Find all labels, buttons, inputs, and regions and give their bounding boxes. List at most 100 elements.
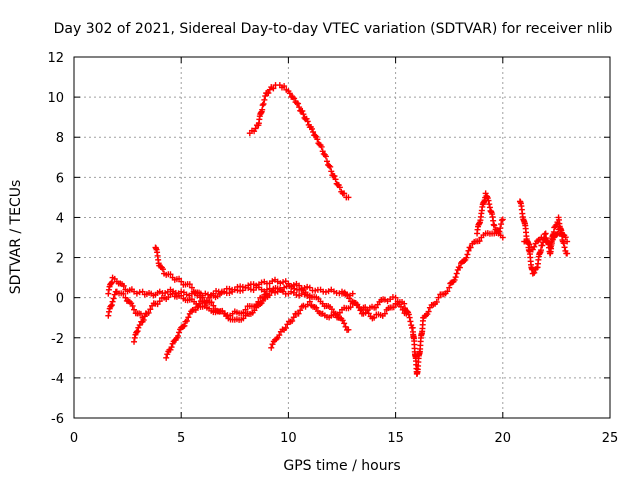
- data-point: [345, 194, 352, 201]
- data-point: [113, 288, 127, 297]
- data-point: [259, 90, 270, 109]
- data-point: [349, 298, 365, 317]
- data-point: [105, 302, 115, 319]
- data-point: [306, 298, 318, 311]
- data-point: [306, 123, 317, 135]
- data-point: [478, 230, 493, 241]
- data-point: [555, 226, 569, 241]
- y-tick-label: 4: [56, 211, 64, 226]
- series-arc-h: [339, 229, 506, 377]
- data-point: [381, 304, 397, 317]
- data-point: [538, 234, 552, 247]
- data-point: [426, 298, 440, 311]
- axis-ticks: 0 5 10 15 20 25 -6 -4 -2 0 2 4 6 8 10 12: [47, 51, 618, 446]
- data-point: [467, 238, 483, 251]
- series-arc-i: [474, 190, 506, 237]
- data-point: [319, 148, 329, 160]
- data-point: [268, 336, 280, 351]
- y-tick-label: 0: [56, 292, 64, 307]
- data-point: [328, 168, 338, 180]
- data-point: [173, 322, 188, 341]
- x-tick-label: 20: [495, 431, 512, 446]
- data-point: [478, 194, 489, 217]
- data-point: [311, 132, 321, 143]
- data-point: [298, 107, 308, 121]
- data-point: [534, 247, 544, 271]
- x-axis-label: GPS time / hours: [283, 458, 400, 474]
- y-tick-label: 6: [56, 171, 64, 186]
- data-point: [216, 308, 234, 319]
- data-point: [161, 270, 174, 278]
- data-point: [381, 294, 396, 305]
- data-point: [446, 264, 462, 291]
- data-point: [319, 300, 337, 316]
- data-point: [315, 140, 325, 150]
- data-point: [339, 290, 354, 305]
- data-point: [253, 284, 268, 295]
- data-point: [231, 286, 246, 294]
- x-tick-label: 0: [70, 431, 78, 446]
- y-tick-label: 2: [56, 252, 64, 267]
- data-point: [268, 84, 277, 92]
- data-point: [420, 308, 432, 321]
- y-tick-label: -4: [51, 372, 64, 387]
- x-tick-label: 5: [177, 431, 185, 446]
- y-tick-label: 8: [56, 131, 64, 146]
- data-point: [161, 291, 174, 303]
- series-arc-b: [105, 274, 356, 301]
- chart-title: Day 302 of 2021, Sidereal Day-to-day VTE…: [54, 21, 613, 37]
- data-point: [323, 158, 334, 170]
- data-point: [293, 303, 305, 317]
- data-point: [131, 306, 144, 317]
- data-point: [289, 94, 299, 106]
- data-point: [122, 294, 136, 309]
- data-point: [516, 198, 527, 224]
- data-point: [392, 294, 406, 306]
- data-point: [521, 238, 535, 251]
- data-point: [210, 288, 225, 301]
- data-point: [371, 296, 387, 311]
- series-arc-f: [268, 298, 410, 351]
- data-point: [564, 238, 571, 245]
- data-point: [105, 279, 115, 297]
- data-point: [482, 190, 493, 208]
- data-point: [169, 274, 183, 283]
- data-point: [349, 290, 356, 297]
- data-point: [414, 314, 427, 377]
- series-arc-g: [105, 288, 146, 321]
- data-point: [178, 292, 195, 304]
- data-point: [564, 250, 571, 257]
- series-arc-e: [163, 284, 313, 361]
- data-point: [339, 304, 354, 313]
- data-point: [371, 311, 386, 321]
- data-point: [229, 308, 247, 317]
- data-point: [328, 309, 343, 319]
- data-point: [263, 285, 278, 296]
- data-point: [499, 234, 506, 241]
- data-point: [139, 314, 146, 321]
- series-arc-a: [246, 82, 352, 201]
- data-point: [486, 204, 497, 228]
- data-point: [435, 288, 451, 301]
- data-point: [317, 286, 332, 296]
- x-tick-label: 15: [387, 431, 404, 446]
- grid: [74, 57, 610, 418]
- y-tick-label: -2: [51, 332, 64, 347]
- data-point: [255, 292, 273, 305]
- data-point: [242, 302, 260, 313]
- data-point: [499, 216, 506, 223]
- data-point: [188, 284, 204, 297]
- data-point: [131, 328, 141, 345]
- data-point: [555, 214, 566, 243]
- series-arc-k: [521, 226, 571, 253]
- data-point: [156, 262, 166, 273]
- data-point: [495, 217, 505, 235]
- data-point: [178, 278, 193, 288]
- x-tick-label: 10: [280, 431, 297, 446]
- y-tick-label: -6: [51, 412, 64, 427]
- data-point: [255, 106, 266, 129]
- data-point: [456, 244, 473, 271]
- data-point: [221, 310, 236, 323]
- data-point: [313, 304, 325, 317]
